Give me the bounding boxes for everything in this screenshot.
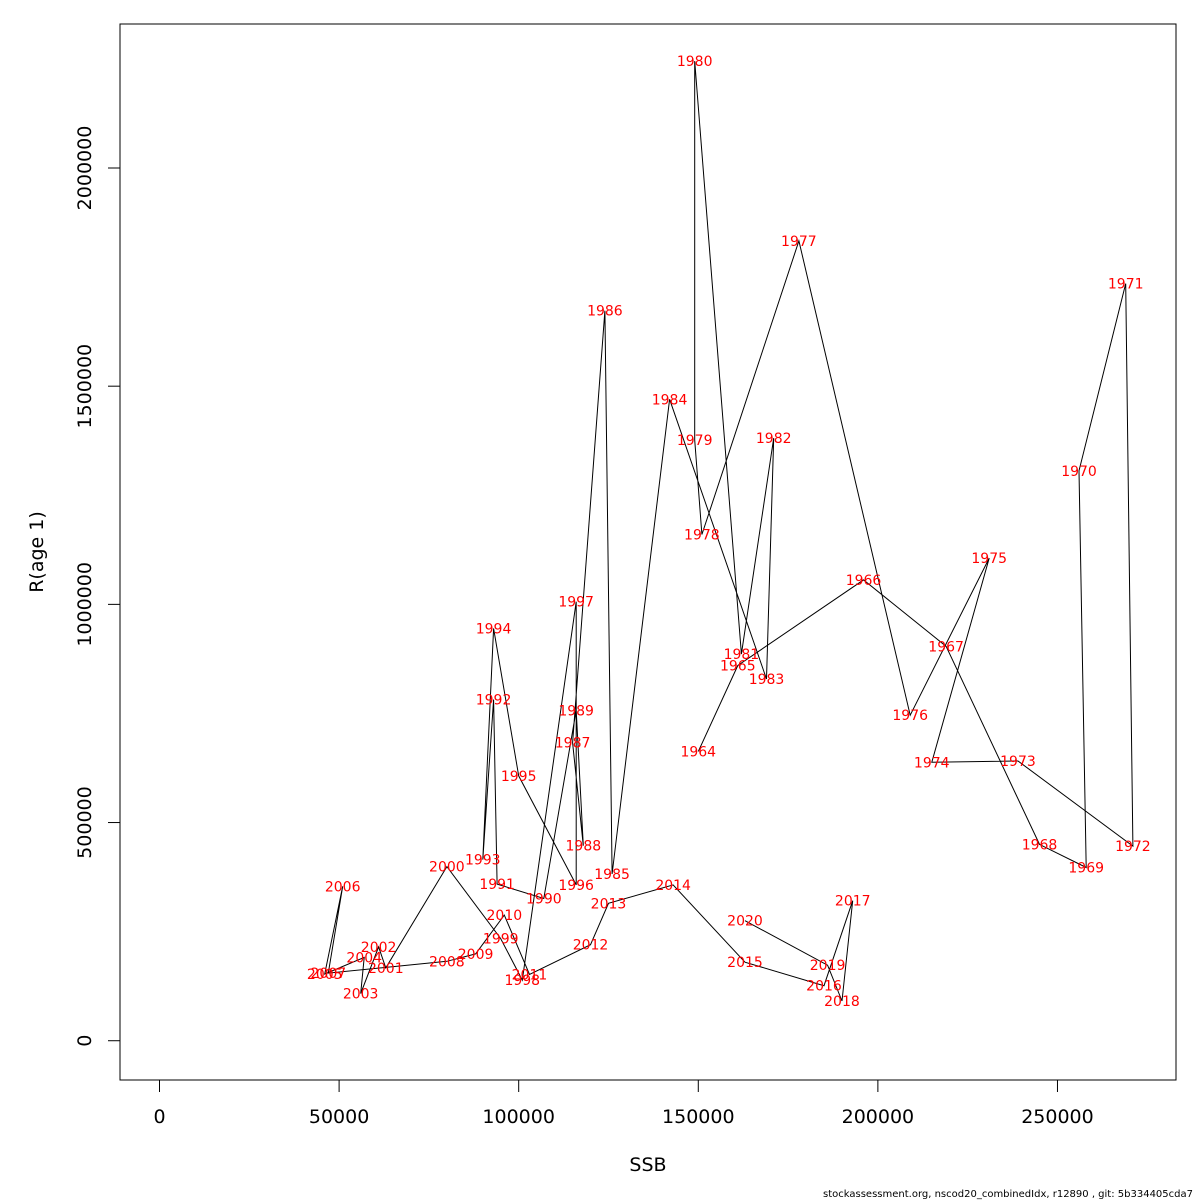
- point-label-1998: 1998: [504, 973, 540, 989]
- point-label-1995: 1995: [501, 769, 537, 785]
- point-label-1997: 1997: [558, 595, 594, 611]
- point-label-1968: 1968: [1022, 837, 1058, 853]
- point-label-2008: 2008: [429, 954, 465, 970]
- x-tick-label: 150000: [662, 1106, 735, 1128]
- point-label-2001: 2001: [368, 961, 404, 977]
- x-axis: 0 50000 100000 150000 200000 250000: [153, 1079, 1094, 1128]
- point-label-1966: 1966: [846, 573, 882, 589]
- point-label-1982: 1982: [756, 431, 792, 447]
- point-label-1964: 1964: [680, 744, 716, 760]
- x-tick-label: 50000: [309, 1106, 369, 1128]
- point-label-2002: 2002: [361, 940, 397, 956]
- point-label-1973: 1973: [1000, 754, 1036, 770]
- y-tick-label: 500000: [74, 786, 96, 859]
- point-label-1985: 1985: [594, 867, 630, 883]
- point-label-2009: 2009: [458, 947, 494, 963]
- point-label-2005: 2005: [307, 967, 343, 983]
- point-label-1975: 1975: [971, 551, 1007, 567]
- point-label-1969: 1969: [1068, 860, 1104, 876]
- x-tick-label: 100000: [482, 1106, 555, 1128]
- point-label-1993: 1993: [465, 853, 501, 869]
- point-label-1987: 1987: [555, 736, 591, 752]
- point-label-2013: 2013: [591, 896, 627, 912]
- point-label-2015: 2015: [727, 955, 763, 971]
- point-label-2019: 2019: [810, 958, 846, 974]
- point-label-2000: 2000: [429, 860, 465, 876]
- point-label-1976: 1976: [892, 708, 928, 724]
- y-axis-title: R(age 1): [26, 511, 48, 593]
- footer-text: stockassessment.org, nscod20_combinedIdx…: [823, 1189, 1193, 1200]
- point-label-1989: 1989: [558, 703, 594, 719]
- x-tick-label: 0: [153, 1106, 165, 1128]
- series-line: [324, 61, 1134, 1002]
- point-label-1972: 1972: [1115, 839, 1151, 855]
- point-label-1999: 1999: [483, 932, 519, 948]
- y-tick-label: 1000000: [74, 562, 96, 647]
- point-label-2007: 2007: [311, 966, 347, 982]
- point-label-2004: 2004: [346, 950, 382, 966]
- point-label-1967: 1967: [928, 639, 964, 655]
- y-tick-label: 0: [74, 1035, 96, 1047]
- point-label-1983: 1983: [749, 672, 785, 688]
- point-label-2018: 2018: [824, 994, 860, 1010]
- point-label-1978: 1978: [684, 528, 720, 544]
- point-label-2020: 2020: [727, 914, 763, 930]
- point-label-2003: 2003: [343, 987, 379, 1003]
- point-labels: 1964 1965 1966 1967 1968 1969 1970 1971 1972 1973…: [307, 54, 1151, 1010]
- y-tick-label: 1500000: [74, 344, 96, 429]
- x-tick-label: 250000: [1021, 1106, 1094, 1128]
- point-label-1994: 1994: [476, 621, 512, 637]
- point-label-1971: 1971: [1108, 277, 1144, 293]
- point-label-2014: 2014: [655, 878, 691, 894]
- point-label-1979: 1979: [677, 433, 713, 449]
- point-label-1981: 1981: [724, 647, 760, 663]
- point-label-1992: 1992: [476, 692, 512, 708]
- point-label-1990: 1990: [526, 891, 562, 907]
- y-tick-label: 2000000: [74, 126, 96, 211]
- point-label-1965: 1965: [720, 658, 756, 674]
- point-label-2006: 2006: [325, 879, 361, 895]
- y-axis: 0 500000 1000000 1500000 2000000: [74, 126, 121, 1047]
- point-label-2010: 2010: [487, 908, 523, 924]
- point-label-2011: 2011: [512, 967, 548, 983]
- point-label-2012: 2012: [573, 938, 609, 954]
- point-label-1984: 1984: [652, 392, 688, 408]
- x-axis-title: SSB: [629, 1154, 666, 1176]
- point-label-1986: 1986: [587, 304, 623, 320]
- point-label-1991: 1991: [479, 877, 515, 893]
- point-label-1996: 1996: [558, 878, 594, 894]
- plot-frame: [119, 23, 1177, 1081]
- point-label-1974: 1974: [914, 755, 950, 771]
- point-label-2016: 2016: [806, 979, 842, 995]
- point-label-1980: 1980: [677, 54, 713, 70]
- point-label-2017: 2017: [835, 894, 871, 910]
- x-tick-label: 200000: [842, 1106, 915, 1128]
- point-label-1988: 1988: [566, 839, 602, 855]
- point-label-1977: 1977: [781, 234, 817, 250]
- point-label-1970: 1970: [1061, 464, 1097, 480]
